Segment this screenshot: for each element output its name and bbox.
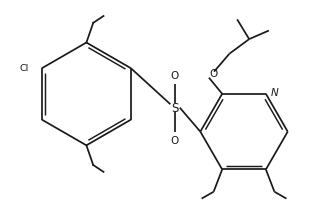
Text: N: N <box>271 88 279 98</box>
Text: O: O <box>209 69 217 79</box>
Text: Cl: Cl <box>20 64 29 73</box>
Text: O: O <box>170 71 179 81</box>
Text: O: O <box>170 136 179 145</box>
Text: S: S <box>171 102 178 115</box>
